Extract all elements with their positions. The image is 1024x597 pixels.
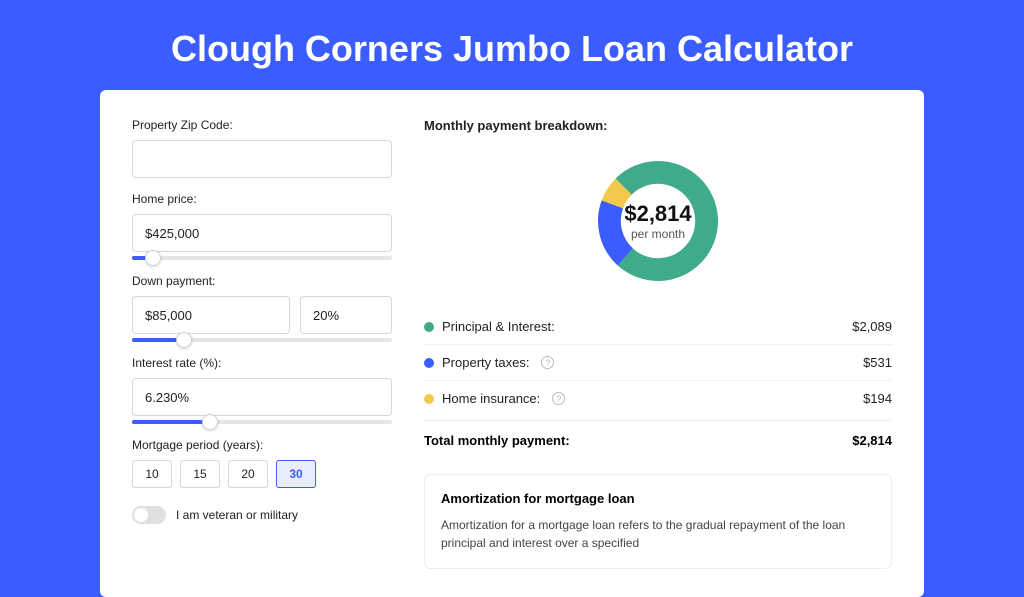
total-label: Total monthly payment:	[424, 433, 570, 448]
legend-dot-taxes	[424, 358, 434, 368]
result-column: Monthly payment breakdown: $2,814 per mo…	[424, 118, 892, 569]
donut-sub: per month	[624, 227, 691, 241]
veteran-toggle-row: I am veteran or military	[132, 506, 392, 524]
veteran-toggle-knob	[134, 508, 148, 522]
period-option-15[interactable]: 15	[180, 460, 220, 488]
down-payment-amount-input[interactable]	[132, 296, 290, 334]
donut-center: $2,814 per month	[624, 201, 691, 241]
donut-chart: $2,814 per month	[588, 151, 728, 291]
mortgage-period-buttons: 10 15 20 30	[132, 460, 392, 488]
legend-dot-insurance	[424, 394, 434, 404]
zip-label: Property Zip Code:	[132, 118, 392, 132]
legend-row-insurance: Home insurance: ? $194	[424, 381, 892, 416]
help-icon[interactable]: ?	[552, 392, 565, 405]
amortization-text: Amortization for a mortgage loan refers …	[441, 516, 875, 552]
home-price-input[interactable]	[132, 214, 392, 252]
calculator-panel: Property Zip Code: Home price: Down paym…	[100, 90, 924, 597]
total-value: $2,814	[852, 433, 892, 448]
legend-row-taxes: Property taxes: ? $531	[424, 345, 892, 381]
interest-rate-input[interactable]	[132, 378, 392, 416]
amortization-box: Amortization for mortgage loan Amortizat…	[424, 474, 892, 569]
down-payment-field: Down payment:	[132, 274, 392, 342]
zip-input[interactable]	[132, 140, 392, 178]
legend-label-principal: Principal & Interest:	[442, 319, 555, 334]
legend-label-taxes: Property taxes:	[442, 355, 529, 370]
form-column: Property Zip Code: Home price: Down paym…	[132, 118, 392, 569]
help-icon[interactable]: ?	[541, 356, 554, 369]
mortgage-period-field: Mortgage period (years): 10 15 20 30	[132, 438, 392, 488]
down-payment-slider[interactable]	[132, 338, 392, 342]
breakdown-title: Monthly payment breakdown:	[424, 118, 892, 133]
veteran-toggle-label: I am veteran or military	[176, 508, 298, 522]
home-price-slider[interactable]	[132, 256, 392, 260]
legend-value-taxes: $531	[863, 355, 892, 370]
zip-field: Property Zip Code:	[132, 118, 392, 178]
period-option-20[interactable]: 20	[228, 460, 268, 488]
interest-rate-label: Interest rate (%):	[132, 356, 392, 370]
veteran-toggle[interactable]	[132, 506, 166, 524]
donut-chart-wrap: $2,814 per month	[424, 151, 892, 291]
interest-rate-slider-handle[interactable]	[202, 414, 218, 430]
legend-value-principal: $2,089	[852, 319, 892, 334]
interest-rate-slider[interactable]	[132, 420, 392, 424]
home-price-slider-handle[interactable]	[145, 250, 161, 266]
legend-dot-principal	[424, 322, 434, 332]
home-price-field: Home price:	[132, 192, 392, 260]
down-payment-label: Down payment:	[132, 274, 392, 288]
legend-label-insurance: Home insurance:	[442, 391, 540, 406]
home-price-label: Home price:	[132, 192, 392, 206]
legend: Principal & Interest: $2,089 Property ta…	[424, 309, 892, 416]
down-payment-slider-handle[interactable]	[176, 332, 192, 348]
interest-rate-slider-fill	[132, 420, 210, 424]
period-option-30[interactable]: 30	[276, 460, 316, 488]
down-payment-pct-input[interactable]	[300, 296, 392, 334]
donut-total: $2,814	[624, 201, 691, 227]
legend-value-insurance: $194	[863, 391, 892, 406]
page-title: Clough Corners Jumbo Loan Calculator	[0, 0, 1024, 90]
total-row: Total monthly payment: $2,814	[424, 420, 892, 460]
amortization-title: Amortization for mortgage loan	[441, 491, 875, 506]
period-option-10[interactable]: 10	[132, 460, 172, 488]
legend-row-principal: Principal & Interest: $2,089	[424, 309, 892, 345]
interest-rate-field: Interest rate (%):	[132, 356, 392, 424]
mortgage-period-label: Mortgage period (years):	[132, 438, 392, 452]
